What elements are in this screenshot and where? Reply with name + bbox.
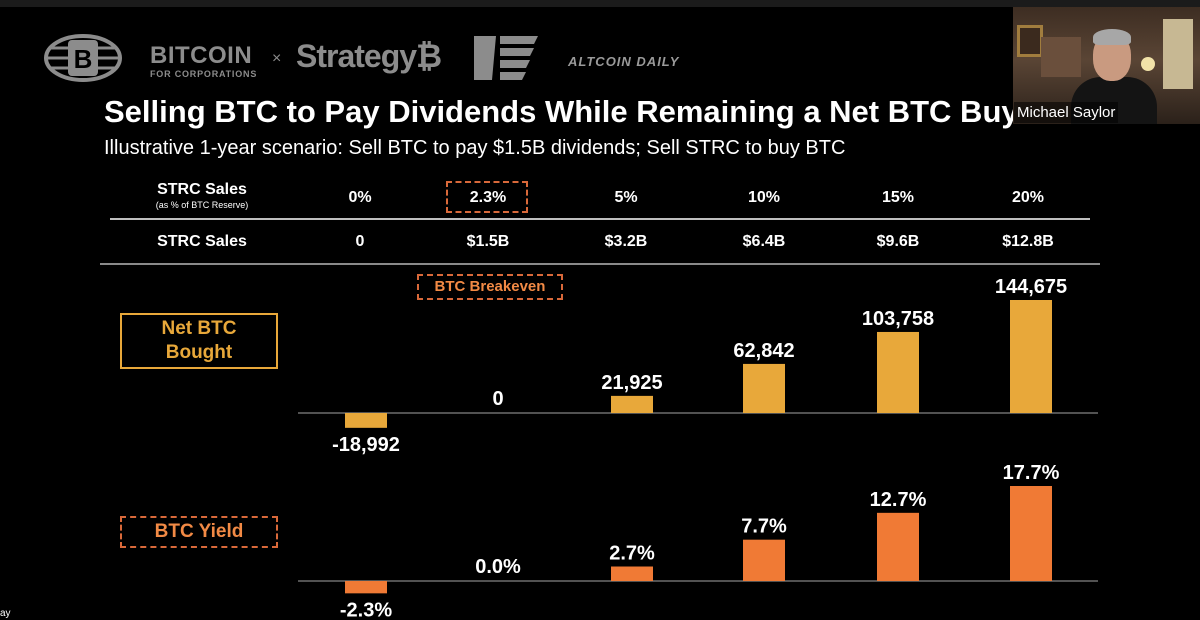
table-bottom-rule <box>100 263 1100 265</box>
table-row1-cell: 20% <box>1011 189 1045 206</box>
net-data-label: 21,925 <box>601 372 662 394</box>
net-btc-bought-label: Net BTC Bought <box>120 313 278 369</box>
table-row1-label: STRC Sales (as % of BTC Reserve) <box>155 181 249 210</box>
altcoin-daily-logo: ALTCOIN DAILY <box>568 54 680 69</box>
yield-data-label: -2.3% <box>340 599 392 620</box>
yield-bar <box>611 566 653 581</box>
table-row2-cell: $1.5B <box>466 233 510 250</box>
participant-name-label: Michael Saylor <box>1014 102 1119 123</box>
webcam-video: Michael Saylor <box>1013 7 1200 124</box>
net-bar <box>345 413 387 428</box>
table-divider <box>110 218 1090 220</box>
net-data-label: 0 <box>492 388 503 410</box>
net-bar <box>877 331 919 413</box>
yield-data-label: 0.0% <box>475 556 521 578</box>
net-data-label: 103,758 <box>862 308 934 330</box>
table-row2-cell: 0 <box>355 233 365 250</box>
net-data-label: 144,675 <box>995 276 1067 298</box>
shield-stripes-logo-icon <box>474 36 538 80</box>
bitcoin-for-corporations-wordmark: BITCOIN FOR CORPORATIONS <box>150 42 258 79</box>
bitcoin-for-corporations-logo-icon: B <box>44 34 122 82</box>
yield-data-label: 12.7% <box>870 489 927 511</box>
net-bar <box>743 363 785 413</box>
table-row2-cell: $9.6B <box>876 233 920 250</box>
brand-separator: × <box>272 50 282 67</box>
table-row2-cell: $6.4B <box>742 233 786 250</box>
net-bar <box>611 395 653 413</box>
table-row1-cell: 0% <box>348 189 372 206</box>
svg-text:B: B <box>74 44 93 74</box>
yield-data-label: 7.7% <box>741 516 787 538</box>
slide-subtitle: Illustrative 1-year scenario: Sell BTC t… <box>104 137 846 159</box>
strategy-logo: Strategy₿ <box>296 38 442 74</box>
yield-bar <box>743 539 785 581</box>
window-top-bar <box>0 0 1200 7</box>
table-row1-cell: 10% <box>747 189 781 206</box>
btc-yield-label: BTC Yield <box>120 516 278 548</box>
table-row2-cell: $3.2B <box>604 233 648 250</box>
net-data-label: -18,992 <box>332 434 400 456</box>
highlight-box <box>446 181 528 213</box>
table-row2-cell: $12.8B <box>1002 233 1054 250</box>
net-data-label: 62,842 <box>733 340 794 362</box>
net-bar <box>1010 300 1052 413</box>
table-row1-cell: 15% <box>881 189 915 206</box>
yield-bar <box>877 512 919 581</box>
corner-text: ay <box>0 608 11 619</box>
btc-breakeven-label: BTC Breakeven <box>417 274 563 300</box>
table-row1-cell: 2.3% <box>469 189 507 206</box>
slide-title: Selling BTC to Pay Dividends While Remai… <box>104 94 1048 129</box>
yield-data-label: 2.7% <box>609 543 655 565</box>
yield-bar <box>1010 486 1052 581</box>
yield-data-label: 17.7% <box>1003 462 1060 484</box>
table-row1-cell: 5% <box>614 189 638 206</box>
table-row2-label: STRC Sales <box>157 233 247 250</box>
yield-bar <box>345 581 387 594</box>
